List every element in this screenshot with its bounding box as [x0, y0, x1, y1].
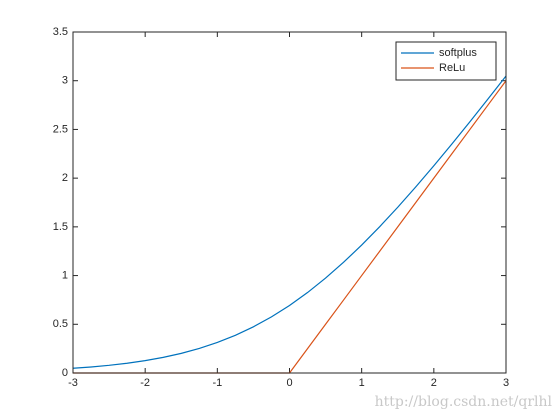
x-tick-label: 3 — [503, 377, 509, 389]
y-tick-label: 1 — [62, 269, 68, 281]
x-tick-label: -3 — [68, 377, 78, 389]
legend-label: ReLu — [439, 62, 465, 74]
y-tick-label: 3.5 — [53, 26, 68, 38]
y-tick-label: 3 — [62, 75, 68, 87]
watermark: http://blog.csdn.net/qrlhl — [375, 394, 553, 410]
legend-label: softplus — [439, 47, 477, 59]
y-tick-label: 2 — [62, 172, 68, 184]
x-tick-label: -2 — [140, 377, 150, 389]
x-tick-label: 0 — [286, 377, 292, 389]
x-tick-label: 1 — [359, 377, 365, 389]
y-tick-label: 0 — [62, 367, 68, 379]
y-tick-label: 1.5 — [53, 221, 68, 233]
x-tick-label: -1 — [212, 377, 222, 389]
x-tick-label: 2 — [431, 377, 437, 389]
legend-box — [395, 41, 497, 81]
y-tick-label: 2.5 — [53, 123, 68, 135]
y-tick-label: 0.5 — [53, 318, 68, 330]
series-line — [72, 75, 507, 369]
axes-box — [72, 31, 507, 374]
